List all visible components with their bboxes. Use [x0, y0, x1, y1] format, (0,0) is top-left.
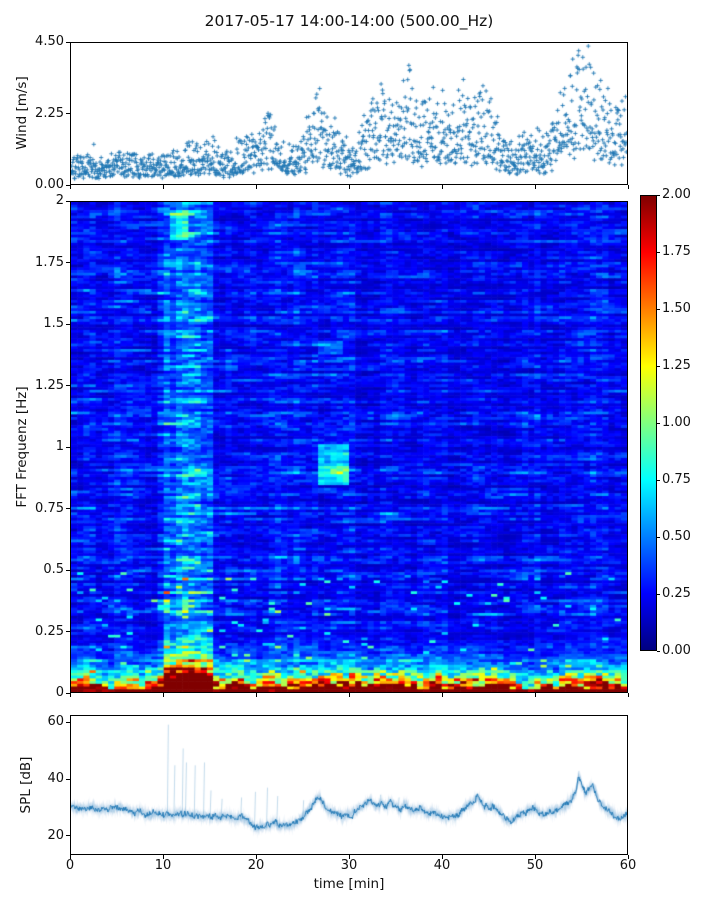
colorbar-tick [657, 479, 660, 481]
y-tick [66, 569, 70, 571]
y-tick [66, 778, 70, 780]
x-tick [441, 693, 443, 697]
y-tick-label: 0.75 [35, 500, 64, 516]
y-tick [66, 184, 70, 186]
y-tick [66, 41, 70, 43]
y-tick-label: 0.25 [35, 623, 64, 639]
colorbar [640, 195, 657, 651]
x-tick-label: 40 [433, 858, 451, 873]
y-tick [66, 631, 70, 632]
x-tick [255, 855, 257, 859]
figure-title: 2017-05-17 14:00-14:00 (500.00_Hz) [204, 12, 494, 30]
x-tick [162, 855, 164, 859]
x-tick [348, 185, 350, 189]
x-tick [348, 855, 350, 859]
colorbar-tick-label: 1.25 [662, 358, 691, 373]
x-tick [348, 693, 350, 697]
x-tick [255, 693, 257, 697]
x-tick-label: 10 [154, 858, 172, 873]
y-tick-label: 2 [55, 193, 64, 208]
x-tick-label: 20 [247, 858, 265, 873]
x-axis-label: time [min] [313, 876, 385, 892]
colorbar-tick [657, 365, 660, 367]
y-tick-label: 0 [55, 685, 64, 700]
x-tick [162, 185, 164, 189]
wind-scatter-canvas [71, 43, 627, 184]
x-tick [69, 693, 71, 697]
colorbar-tick-label: 1.75 [662, 244, 691, 259]
colorbar-tick [657, 650, 660, 652]
x-tick-label: 30 [340, 858, 358, 873]
y-tick-label: 1.5 [43, 316, 64, 331]
colorbar-tick [657, 308, 660, 310]
x-tick [162, 693, 164, 697]
x-tick [534, 855, 536, 859]
x-tick-label: 50 [526, 858, 544, 873]
y-tick [66, 508, 70, 509]
y-tick [66, 446, 70, 448]
x-tick [441, 185, 443, 189]
y-tick-label: 0.5 [43, 562, 64, 577]
x-tick-label: 0 [65, 858, 75, 873]
colorbar-tick [657, 422, 660, 424]
spl-line-panel [70, 715, 628, 855]
y-tick [66, 323, 70, 325]
x-tick [255, 185, 257, 189]
y-tick [66, 835, 70, 837]
y-tick-label: 1.75 [35, 254, 64, 270]
colorbar-tick-label: 0.25 [662, 586, 691, 601]
colorbar-tick [657, 194, 660, 196]
colorbar-tick [657, 536, 660, 538]
y-tick [66, 721, 70, 723]
x-tick [627, 693, 629, 697]
y-tick [66, 200, 70, 202]
colorbar-tick [657, 593, 660, 595]
y-tick [66, 113, 70, 114]
y-tick [66, 692, 70, 694]
y-tick-label: 20 [47, 827, 64, 843]
colorbar-tick-label: 0.50 [662, 529, 691, 544]
x-tick [627, 855, 629, 859]
y-tick-label: 1.25 [35, 377, 64, 393]
wind-scatter-panel [70, 42, 628, 185]
colorbar-tick-label: 0.75 [662, 472, 691, 487]
y-tick-label: 40 [47, 771, 64, 787]
y-tick-label: 60 [47, 714, 64, 730]
colorbar-tick-label: 1.50 [662, 301, 691, 316]
spectrogram-panel [70, 201, 628, 693]
y-tick-label: 2.25 [35, 105, 64, 121]
colorbar-tick [657, 251, 660, 253]
x-tick [69, 855, 71, 859]
y-tick [66, 385, 70, 386]
colorbar-tick-label: 2.00 [662, 187, 691, 202]
x-tick [534, 185, 536, 189]
y-tick-label: 4.50 [35, 34, 64, 49]
spectrogram-canvas [71, 202, 627, 692]
y-tick-label: 0.00 [35, 177, 64, 192]
x-tick [534, 693, 536, 697]
x-tick-label: 60 [619, 858, 637, 873]
y-tick [66, 262, 70, 263]
y-tick-label: 1 [55, 439, 64, 454]
x-tick [69, 185, 71, 189]
spl-line-canvas [71, 716, 627, 854]
x-tick [441, 855, 443, 859]
colorbar-tick-label: 0.00 [662, 643, 691, 658]
colorbar-tick-label: 1.00 [662, 415, 691, 430]
x-tick [627, 185, 629, 189]
